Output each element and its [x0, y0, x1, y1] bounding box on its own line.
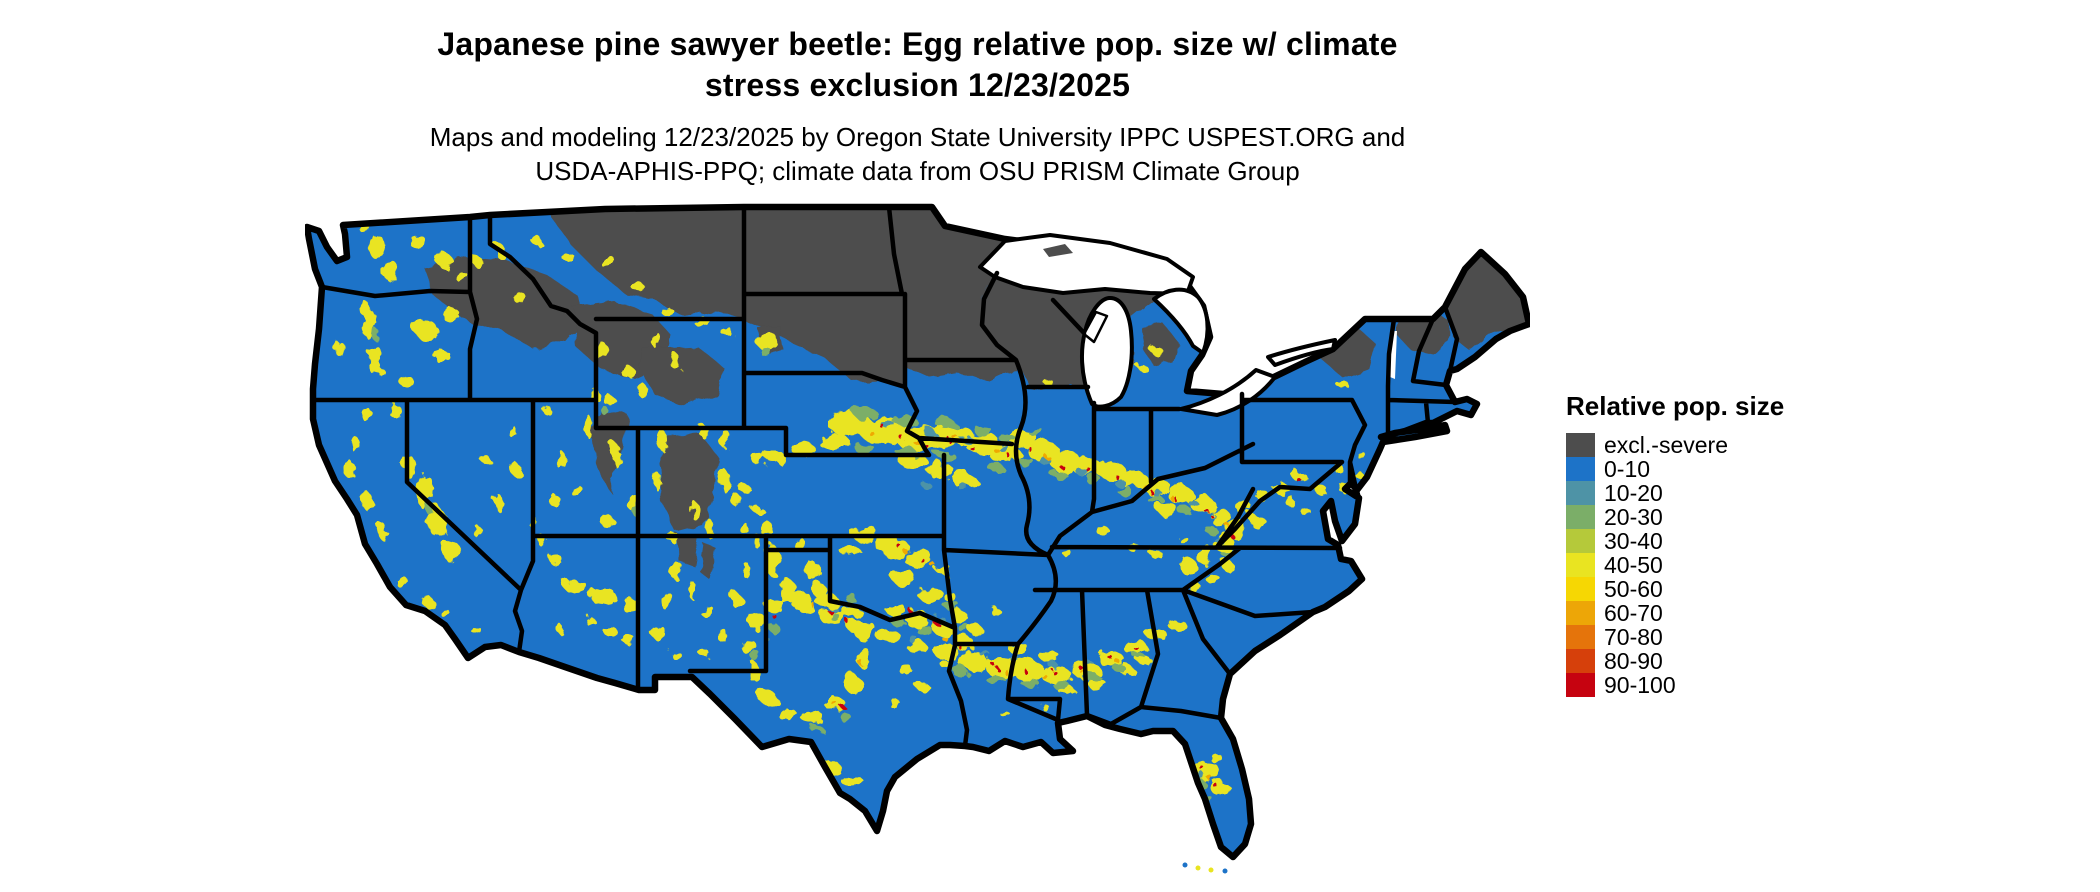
legend-row: 30-40 — [1566, 529, 1784, 553]
legend-row: 50-60 — [1566, 577, 1784, 601]
subtitle-line-2: USDA-APHIS-PPQ; climate data from OSU PR… — [535, 156, 1300, 186]
isle-royale — [1043, 244, 1073, 257]
state-borders — [310, 204, 1460, 749]
lake-ontario — [1266, 338, 1337, 367]
legend-label: 30-40 — [1604, 528, 1663, 554]
legend-color-swatch — [1566, 601, 1595, 625]
legend-label: 80-90 — [1604, 648, 1663, 674]
map-legend: Relative pop. size excl.-severe 0-10 10-… — [1566, 391, 1784, 697]
map-header: Japanese pine sawyer beetle: Egg relativ… — [305, 24, 1530, 188]
legend-label: 20-30 — [1604, 504, 1663, 530]
legend-label: 40-50 — [1604, 552, 1663, 578]
legend-label: 50-60 — [1604, 576, 1663, 602]
legend-color-swatch — [1566, 673, 1595, 697]
legend-row: 40-50 — [1566, 553, 1784, 577]
legend-label: 0-10 — [1604, 456, 1651, 482]
legend-row: 0-10 — [1566, 457, 1784, 481]
subtitle-line-1: Maps and modeling 12/23/2025 by Oregon S… — [429, 122, 1406, 152]
page-title-line-2: stress exclusion 12/23/2025 — [704, 67, 1131, 103]
legend-row: 70-80 — [1566, 625, 1784, 649]
lake-erie — [1179, 368, 1277, 417]
map-credits: Maps and modeling 12/23/2025 by Oregon S… — [305, 120, 1530, 188]
lake-huron — [1152, 287, 1210, 355]
legend-row: 60-70 — [1566, 601, 1784, 625]
legend-color-swatch — [1566, 505, 1595, 529]
legend-row: 80-90 — [1566, 649, 1784, 673]
legend-color-swatch — [1566, 457, 1595, 481]
legend-items: excl.-severe 0-10 10-20 20-30 30-40 40-5… — [1566, 433, 1784, 697]
legend-label: 10-20 — [1604, 480, 1663, 506]
legend-color-swatch — [1566, 625, 1595, 649]
green-bay — [1082, 310, 1109, 344]
legend-color-swatch — [1566, 481, 1595, 505]
legend-row: 90-100 — [1566, 673, 1784, 697]
legend-label: excl.-severe — [1604, 432, 1728, 458]
legend-color-swatch — [1566, 553, 1595, 577]
legend-row: 10-20 — [1566, 481, 1784, 505]
legend-color-swatch — [1566, 577, 1595, 601]
legend-color-swatch — [1566, 529, 1595, 553]
legend-color-swatch — [1566, 649, 1595, 673]
us-choropleth-map — [305, 199, 1530, 874]
page-title-line-1: Japanese pine sawyer beetle: Egg relativ… — [437, 26, 1398, 62]
lake-michigan — [1079, 296, 1134, 409]
legend-label: 90-100 — [1604, 672, 1676, 698]
legend-title: Relative pop. size — [1566, 391, 1785, 421]
legend-row: excl.-severe — [1566, 433, 1784, 457]
us-outline — [305, 203, 1530, 861]
legend-label: 70-80 — [1604, 624, 1663, 650]
florida-keys — [1182, 862, 1228, 874]
legend-row: 20-30 — [1566, 505, 1784, 529]
lake-superior — [978, 233, 1195, 296]
legend-label: 60-70 — [1604, 600, 1663, 626]
great-lakes — [978, 233, 1397, 417]
legend-color-swatch — [1566, 433, 1595, 457]
